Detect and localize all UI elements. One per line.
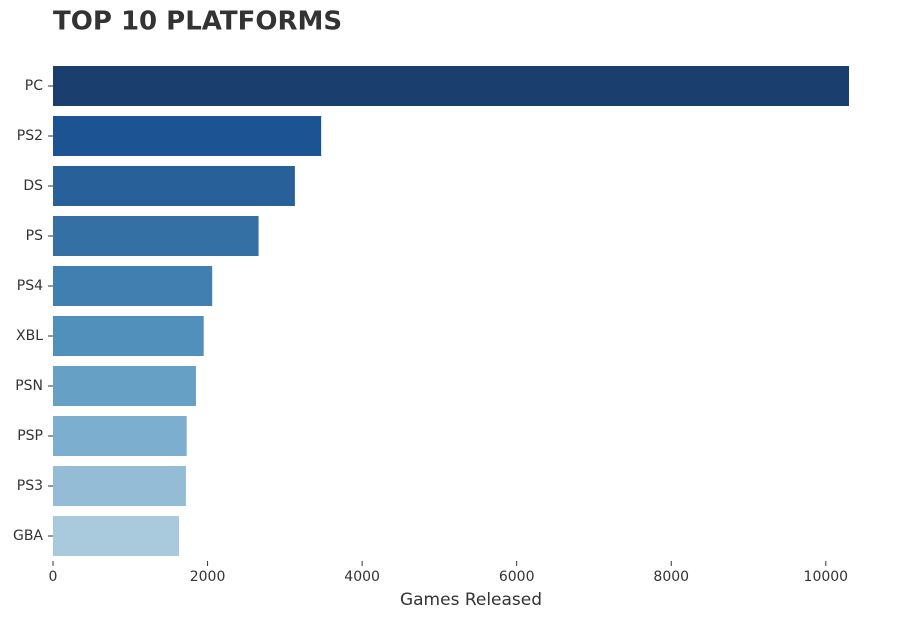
y-tick-label: PSN: [15, 378, 43, 394]
y-tick-label: PS4: [17, 278, 43, 294]
y-tick-label: DS: [23, 178, 43, 194]
x-tick-label: 4000: [344, 569, 380, 585]
bar: [53, 216, 259, 256]
y-tick-label: XBL: [16, 328, 43, 344]
y-tick-label: PS3: [17, 478, 43, 494]
x-tick-label: 2000: [190, 569, 226, 585]
x-tick-label: 6000: [499, 569, 535, 585]
bar: [53, 516, 179, 556]
bar: [53, 266, 213, 306]
bar: [53, 166, 295, 206]
x-tick-label: 8000: [653, 569, 689, 585]
bar: [53, 366, 196, 406]
bar: [53, 416, 187, 456]
y-tick-label: PC: [25, 78, 43, 94]
x-tick-label: 0: [49, 569, 58, 585]
bar: [53, 116, 322, 156]
y-tick-label: PS2: [17, 128, 43, 144]
y-tick-label: GBA: [13, 528, 43, 544]
chart-title: TOP 10 PLATFORMS: [53, 7, 342, 37]
y-tick-label: PSP: [17, 428, 43, 444]
bar: [53, 66, 849, 106]
bar: [53, 316, 204, 356]
x-tick-label: 10000: [804, 569, 849, 585]
bar: [53, 466, 186, 506]
y-tick-label: PS: [26, 228, 43, 244]
x-axis-label: Games Released: [400, 590, 542, 610]
